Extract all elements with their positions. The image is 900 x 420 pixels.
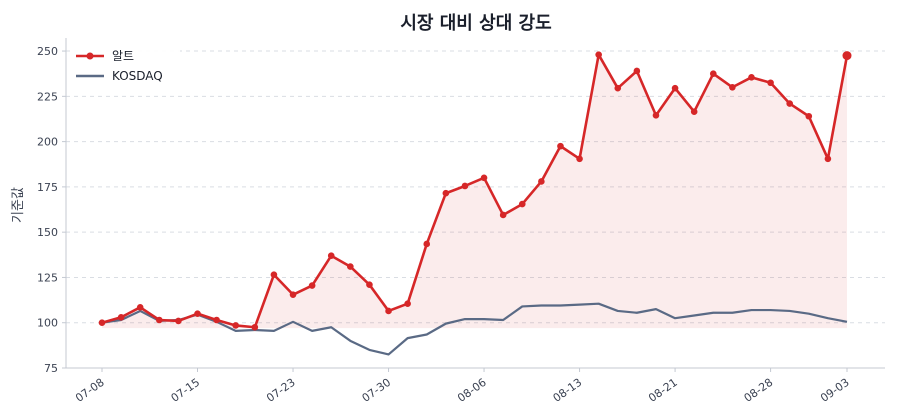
alt-point bbox=[289, 291, 297, 298]
x-tick-label: 07-23 bbox=[264, 376, 298, 405]
y-tick-label: 125 bbox=[37, 271, 58, 284]
chart-title: 시장 대비 상대 강도 bbox=[400, 13, 551, 34]
y-tick-label: 100 bbox=[37, 317, 58, 330]
x-tick-label: 09-03 bbox=[818, 376, 852, 405]
alt-point bbox=[786, 100, 793, 107]
y-axis-label: 기준값 bbox=[11, 187, 26, 223]
alt-point bbox=[136, 304, 144, 311]
alt-shaded-area bbox=[102, 54, 847, 329]
alt-point bbox=[385, 307, 392, 315]
alt-point bbox=[117, 313, 125, 321]
alt-point bbox=[347, 263, 354, 270]
alt-point bbox=[729, 83, 736, 91]
alt-point bbox=[557, 142, 564, 150]
legend: 알트 KOSDAQ bbox=[70, 42, 180, 86]
alt-point bbox=[671, 84, 679, 92]
alt-point bbox=[308, 282, 316, 289]
alt-point bbox=[213, 316, 220, 324]
y-tick-label: 200 bbox=[37, 136, 58, 149]
legend-label-alt: 알트 bbox=[112, 49, 134, 63]
x-tick-label: 07-30 bbox=[360, 376, 394, 405]
alt-point bbox=[499, 211, 507, 219]
alt-point bbox=[251, 323, 259, 331]
x-tick-label: 07-15 bbox=[169, 376, 203, 405]
y-tick-label: 175 bbox=[37, 181, 58, 194]
alt-point bbox=[576, 155, 583, 163]
x-tick-label: 08-21 bbox=[646, 376, 680, 405]
alt-point bbox=[824, 155, 832, 163]
alt-point bbox=[614, 84, 622, 92]
alt-point bbox=[595, 51, 602, 58]
alt-point bbox=[652, 112, 660, 119]
kosdaq-line bbox=[101, 302, 848, 356]
alt-point bbox=[270, 271, 278, 279]
alt-point bbox=[805, 112, 813, 120]
alt-point bbox=[767, 79, 774, 87]
x-tick-label: 08-06 bbox=[455, 376, 489, 405]
y-tick-label: 250 bbox=[37, 45, 58, 58]
legend-marker-alt bbox=[86, 52, 94, 60]
axes-layer: 75 100 125 150 175 200 225 250 07-08 07-15 07-23 07… bbox=[37, 38, 885, 405]
x-tick-label: 07-08 bbox=[73, 376, 107, 405]
fill-layer bbox=[102, 54, 847, 329]
alt-point bbox=[480, 174, 488, 182]
x-tick-label: 08-28 bbox=[742, 376, 776, 405]
grid-layer bbox=[66, 50, 885, 369]
alt-point bbox=[366, 281, 373, 288]
alt-point bbox=[404, 300, 411, 308]
alt-point bbox=[194, 310, 201, 317]
alt-point bbox=[538, 178, 545, 185]
alt-point bbox=[690, 108, 698, 116]
alt-point bbox=[232, 322, 240, 329]
alt-last-point bbox=[842, 51, 852, 61]
x-tick-label: 08-13 bbox=[551, 376, 585, 405]
alt-point bbox=[461, 182, 469, 190]
alt-point bbox=[98, 319, 106, 327]
legend-background bbox=[70, 42, 180, 86]
alt-point bbox=[423, 240, 431, 248]
alt-point bbox=[175, 317, 182, 325]
alt-point bbox=[748, 74, 755, 81]
alt-point bbox=[327, 252, 335, 260]
alt-point bbox=[709, 70, 717, 77]
alt-point bbox=[518, 200, 526, 208]
alt-point bbox=[156, 316, 163, 324]
legend-label-kosdaq: KOSDAQ bbox=[112, 69, 163, 83]
alt-line bbox=[101, 53, 849, 329]
y-tick-label: 150 bbox=[37, 226, 58, 239]
alt-point bbox=[633, 67, 641, 75]
series-layer bbox=[98, 51, 852, 356]
alt-point bbox=[442, 189, 450, 197]
y-tick-label: 225 bbox=[37, 90, 58, 103]
y-tick-label: 75 bbox=[44, 362, 58, 375]
